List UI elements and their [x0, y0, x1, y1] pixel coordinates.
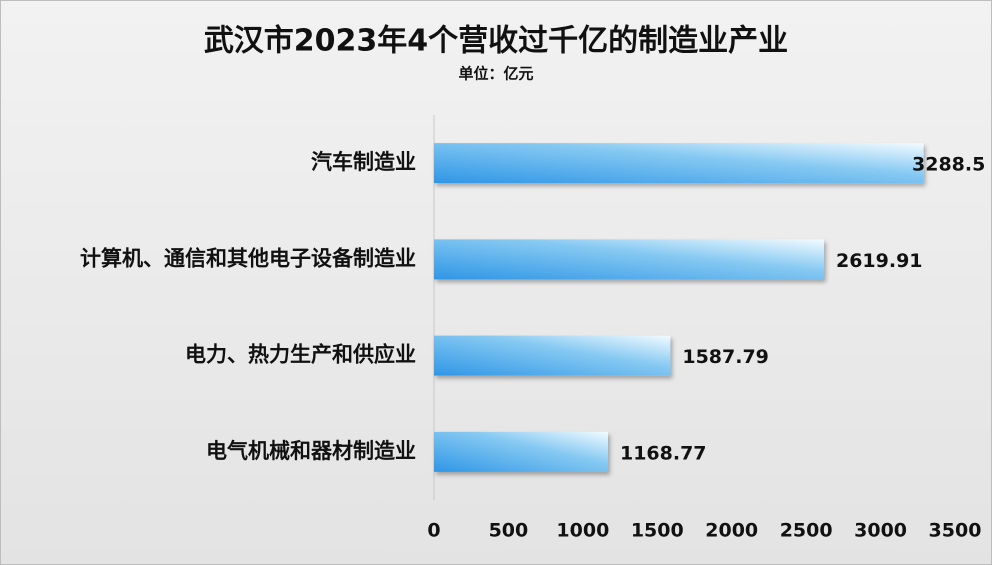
value-label: 3288.5 [912, 154, 985, 176]
y-tick-label: 电气机械和器材制造业 [206, 439, 416, 463]
bar [434, 431, 608, 472]
value-label: 1587.79 [682, 346, 769, 368]
x-tick-label: 3500 [929, 520, 982, 542]
y-tick-label: 电力、热力生产和供应业 [185, 343, 416, 367]
x-tick-label: 2500 [780, 520, 833, 542]
value-label: 2619.91 [836, 250, 923, 272]
x-tick-label: 500 [489, 520, 529, 542]
x-tick-label: 3000 [854, 520, 907, 542]
x-tick-label: 1000 [556, 520, 609, 542]
bar [434, 143, 924, 184]
bar [434, 239, 824, 280]
value-label: 1168.77 [620, 442, 707, 464]
chart-subtitle: 单位：亿元 [458, 65, 533, 83]
x-tick-label: 2000 [705, 520, 758, 542]
x-tick-label: 0 [427, 520, 440, 542]
x-tick-label: 1500 [631, 520, 684, 542]
y-tick-label: 汽车制造业 [311, 150, 416, 174]
bar [434, 335, 671, 376]
chart-title: 武汉市2023年4个营收过千亿的制造业产业 [204, 24, 788, 59]
y-tick-label: 计算机、通信和其他电子设备制造业 [80, 246, 416, 270]
